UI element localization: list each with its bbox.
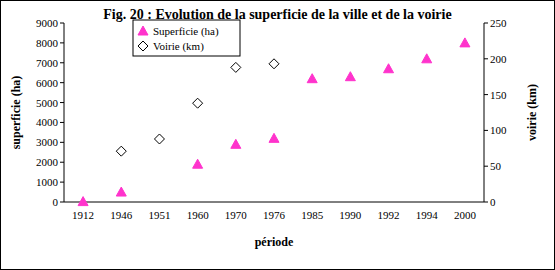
y2-tick bbox=[484, 166, 488, 167]
marker bbox=[269, 133, 279, 142]
y-tick bbox=[60, 182, 64, 183]
y-axis bbox=[64, 23, 65, 202]
x-tick-label: 1970 bbox=[225, 209, 248, 221]
marker bbox=[193, 98, 203, 108]
x-axis-label: période bbox=[255, 235, 294, 249]
y2-axis bbox=[484, 23, 485, 202]
y-tick bbox=[60, 142, 64, 143]
y-tick-label: 5000 bbox=[36, 97, 59, 109]
legend-marker bbox=[138, 41, 148, 51]
marker bbox=[231, 62, 241, 72]
frame bbox=[1, 1, 555, 270]
y-axis-label: superficie (ha) bbox=[9, 76, 23, 150]
x-tick-label: 1960 bbox=[187, 209, 210, 221]
y2-tick-label: 50 bbox=[490, 160, 502, 172]
marker bbox=[193, 159, 203, 168]
x-tick-label: 1976 bbox=[263, 209, 286, 221]
x-tick-label: 1994 bbox=[416, 209, 439, 221]
legend-marker bbox=[138, 26, 148, 35]
x-tick-label: 1990 bbox=[339, 209, 362, 221]
y2-tick-label: 250 bbox=[490, 17, 507, 29]
y2-tick bbox=[484, 23, 488, 24]
y2-tick-label: 0 bbox=[490, 196, 496, 208]
y-tick bbox=[60, 42, 64, 43]
y-tick-label: 8000 bbox=[36, 37, 59, 49]
y2-tick-label: 200 bbox=[490, 53, 507, 65]
marker bbox=[422, 54, 432, 63]
y-tick-label: 2000 bbox=[36, 156, 59, 168]
x-tick-label: 1912 bbox=[72, 209, 94, 221]
y-tick bbox=[60, 102, 64, 103]
marker bbox=[460, 38, 470, 47]
legend-box bbox=[133, 20, 240, 56]
y-tick bbox=[60, 122, 64, 123]
y-tick bbox=[60, 62, 64, 63]
y-tick-label: 4000 bbox=[36, 116, 59, 128]
marker bbox=[116, 146, 126, 156]
y2-tick bbox=[484, 202, 488, 203]
y-tick bbox=[60, 82, 64, 83]
y2-tick-label: 150 bbox=[490, 89, 507, 101]
legend-label: Superficie (ha) bbox=[153, 25, 219, 38]
legend: Superficie (ha) Voirie (km) bbox=[133, 20, 240, 56]
y2-tick bbox=[484, 94, 488, 95]
marker bbox=[384, 64, 394, 73]
x-tick-label: 1985 bbox=[301, 209, 324, 221]
marker bbox=[78, 197, 88, 206]
x-axis bbox=[64, 202, 484, 203]
y-tick bbox=[60, 23, 64, 24]
marker bbox=[116, 187, 126, 196]
y-tick bbox=[60, 162, 64, 163]
x-tick-label: 1946 bbox=[110, 209, 133, 221]
marker bbox=[345, 72, 355, 81]
y-tick bbox=[60, 202, 64, 203]
marker bbox=[269, 59, 279, 69]
y-tick-label: 7000 bbox=[36, 57, 59, 69]
marker bbox=[307, 74, 317, 83]
y2-tick bbox=[484, 130, 488, 131]
y-tick-label: 1000 bbox=[36, 176, 59, 188]
y2-axis-label: voirie (km) bbox=[525, 84, 539, 141]
marks bbox=[78, 38, 470, 206]
x-tick-label: 1951 bbox=[148, 209, 170, 221]
x-tick-label: 1992 bbox=[378, 209, 400, 221]
legend-label: Voirie (km) bbox=[153, 40, 204, 53]
marker bbox=[154, 134, 164, 144]
y-tick-label: 6000 bbox=[36, 77, 59, 89]
y-tick-label: 3000 bbox=[36, 136, 59, 148]
y-tick-label: 0 bbox=[53, 196, 59, 208]
y-tick-label: 9000 bbox=[36, 17, 59, 29]
y2-tick-label: 100 bbox=[490, 124, 507, 136]
y2-tick bbox=[484, 58, 488, 59]
chart: Fig. 20 : Evolution de la superficie de … bbox=[0, 0, 555, 270]
marker bbox=[231, 139, 241, 148]
x-tick-label: 2000 bbox=[454, 209, 477, 221]
